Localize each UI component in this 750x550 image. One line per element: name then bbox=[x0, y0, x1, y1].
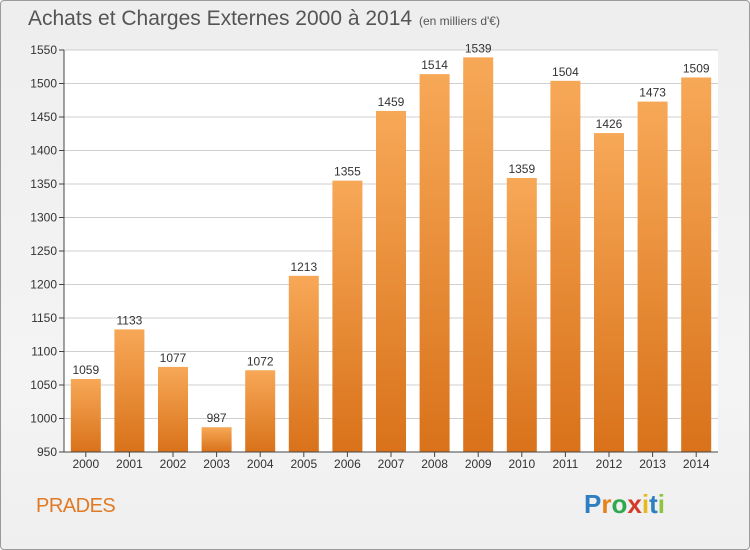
data-label: 1077 bbox=[160, 351, 187, 365]
bar bbox=[594, 133, 624, 452]
bar bbox=[245, 370, 276, 452]
data-label: 1509 bbox=[683, 61, 710, 75]
bar bbox=[70, 378, 101, 452]
x-tick-label: 2008 bbox=[421, 457, 448, 471]
data-label: 1059 bbox=[72, 363, 99, 377]
bar bbox=[637, 101, 668, 452]
bar bbox=[158, 366, 188, 452]
bar bbox=[506, 177, 537, 452]
x-tick-label: 2014 bbox=[683, 457, 710, 471]
chart-subtitle: (en milliers d'€) bbox=[419, 14, 500, 28]
data-label: 987 bbox=[207, 411, 227, 425]
data-label: 1539 bbox=[465, 41, 492, 55]
bar bbox=[288, 275, 319, 452]
y-tick-label: 1000 bbox=[30, 412, 57, 426]
bar bbox=[201, 427, 232, 452]
bar bbox=[376, 110, 406, 452]
bar bbox=[332, 180, 363, 452]
data-label: 1359 bbox=[508, 162, 535, 176]
x-tick-label: 2006 bbox=[334, 457, 361, 471]
y-tick-label: 1150 bbox=[31, 311, 57, 325]
y-tick-label: 1450 bbox=[30, 110, 57, 124]
data-label: 1072 bbox=[247, 354, 274, 368]
data-label: 1355 bbox=[334, 165, 361, 179]
data-label: 1213 bbox=[290, 260, 317, 274]
y-tick-label: 1500 bbox=[30, 77, 57, 91]
logo-letter: r bbox=[601, 489, 612, 519]
data-label: 1459 bbox=[378, 95, 405, 109]
bar bbox=[550, 80, 581, 452]
bar bbox=[681, 77, 712, 452]
x-tick-label: 2009 bbox=[465, 457, 492, 471]
x-tick-label: 2004 bbox=[247, 457, 274, 471]
logo-letter: P bbox=[584, 489, 602, 519]
logo-letter: o bbox=[611, 489, 628, 519]
place-name: PRADES bbox=[36, 495, 116, 517]
y-tick-label: 1200 bbox=[30, 278, 57, 292]
y-tick-label: 950 bbox=[37, 445, 57, 459]
logo-letter: t bbox=[649, 489, 658, 519]
x-tick-label: 2002 bbox=[160, 457, 187, 471]
logo-letter: i bbox=[657, 489, 665, 519]
y-tick-label: 1250 bbox=[30, 244, 57, 258]
data-label: 1504 bbox=[552, 65, 579, 79]
data-label: 1133 bbox=[116, 313, 142, 327]
x-tick-label: 2007 bbox=[378, 457, 405, 471]
y-tick-label: 1100 bbox=[31, 345, 57, 359]
y-tick-label: 1050 bbox=[30, 378, 57, 392]
y-tick-label: 1400 bbox=[30, 144, 57, 158]
y-tick-label: 1350 bbox=[30, 177, 57, 191]
x-tick-label: 2005 bbox=[290, 457, 317, 471]
x-tick-label: 2003 bbox=[203, 457, 230, 471]
bar bbox=[114, 329, 145, 452]
x-tick-label: 2013 bbox=[639, 457, 666, 471]
x-tick-label: 2010 bbox=[508, 457, 535, 471]
logo-letter: i bbox=[641, 489, 650, 519]
data-label: 1514 bbox=[421, 58, 448, 72]
proxiti-logo: Proxiti bbox=[584, 489, 665, 520]
chart-title: Achats et Charges Externes 2000 à 2014 bbox=[28, 7, 413, 30]
data-label: 1473 bbox=[639, 86, 666, 100]
y-tick-label: 1550 bbox=[30, 43, 57, 57]
logo-letter: x bbox=[627, 489, 642, 519]
x-tick-label: 2011 bbox=[552, 457, 578, 471]
data-label: 1426 bbox=[596, 117, 623, 131]
bar bbox=[463, 57, 494, 453]
x-tick-label: 2012 bbox=[596, 457, 623, 471]
x-tick-label: 2000 bbox=[72, 457, 99, 471]
y-tick-label: 1300 bbox=[30, 211, 57, 225]
x-tick-label: 2001 bbox=[116, 457, 143, 471]
bar bbox=[419, 74, 450, 453]
